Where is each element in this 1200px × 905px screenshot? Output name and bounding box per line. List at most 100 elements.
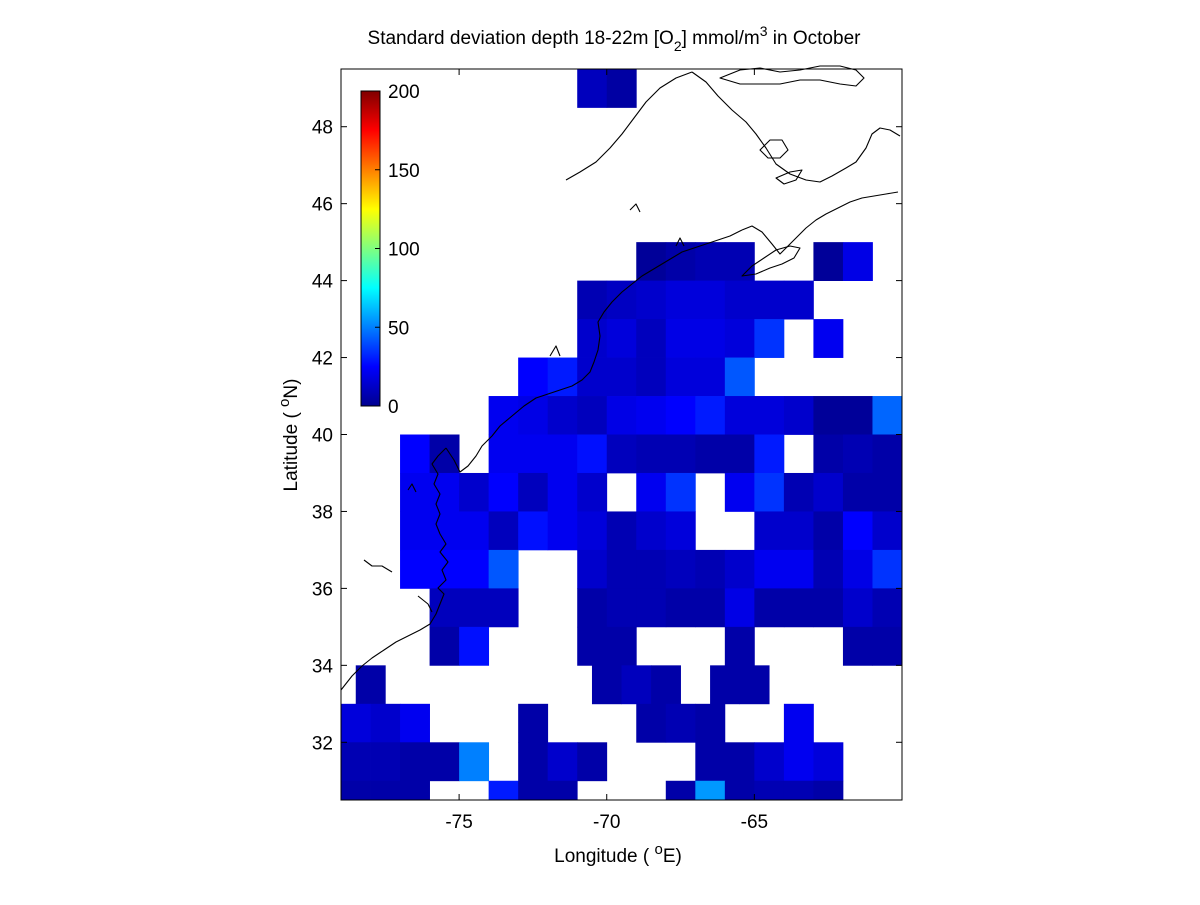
- heatmap-cell: [813, 549, 844, 589]
- heatmap-cell: [695, 742, 726, 782]
- heatmap-cell: [577, 626, 608, 666]
- colorbar-tick-label: 200: [388, 82, 420, 103]
- heatmap-cell: [724, 588, 755, 628]
- heatmap-cell: [518, 434, 549, 474]
- y-tick-label: 34: [312, 656, 334, 677]
- heatmap-cell: [665, 511, 696, 551]
- heatmap-cell: [606, 434, 637, 474]
- heatmap-cell: [518, 357, 549, 397]
- heatmap-cell: [754, 434, 785, 474]
- heatmap-cell: [577, 472, 608, 512]
- heatmap-cell: [842, 396, 873, 435]
- x-label-part: E): [663, 846, 682, 867]
- heatmap-cell: [488, 434, 519, 474]
- heatmap-cell: [577, 742, 608, 782]
- heatmap-cell: [577, 357, 608, 397]
- heatmap-cell: [370, 742, 401, 782]
- heatmap-cell: [429, 472, 460, 512]
- heatmap-cell: [724, 396, 755, 435]
- y-label-superscript: o: [276, 399, 293, 407]
- heatmap-cell: [547, 434, 578, 474]
- chart-title: Standard deviation depth 18-22m [O2] mmo…: [368, 23, 862, 54]
- heatmap-cell: [783, 703, 814, 743]
- y-tick-label: 38: [312, 502, 333, 523]
- title-part: in October: [768, 28, 862, 49]
- heatmap-cell: [724, 357, 755, 397]
- heatmap-cell: [754, 742, 785, 782]
- heatmap-cell: [724, 626, 755, 666]
- x-tick-label: -70: [593, 812, 620, 833]
- colorbar-tick-label: 50: [388, 318, 409, 339]
- heatmap-cell: [518, 780, 549, 801]
- heatmap-cell: [724, 549, 755, 589]
- colorbar-ticks: 0 50 100 150 200: [375, 82, 420, 418]
- heatmap-cell: [695, 319, 726, 358]
- heatmap-cell: [518, 703, 549, 743]
- heatmap-cell: [783, 780, 814, 801]
- heatmap-cell: [400, 472, 430, 512]
- heatmap-cell: [665, 242, 696, 281]
- heatmap-cell: [591, 665, 622, 705]
- heatmap-cell: [872, 396, 903, 435]
- heatmap-cell: [872, 549, 903, 589]
- heatmap-cell: [488, 511, 519, 551]
- heatmap-cell: [724, 472, 755, 512]
- heatmap-cell: [606, 69, 637, 108]
- heatmap-cell: [710, 665, 741, 705]
- title-superscript: 3: [760, 23, 768, 39]
- heatmap-cell: [695, 242, 726, 281]
- heatmap-cell: [813, 742, 844, 782]
- heatmap-cell: [577, 434, 608, 474]
- heatmap-cell: [577, 511, 608, 551]
- heatmap-cell: [429, 549, 460, 589]
- heatmap-cell: [459, 626, 490, 666]
- heatmap-cell: [665, 549, 696, 589]
- heatmap-cell: [842, 626, 873, 666]
- heatmap-cell: [872, 588, 903, 628]
- title-subscript: 2: [674, 38, 682, 54]
- heatmap-cell: [547, 742, 578, 782]
- heatmap-cell: [636, 588, 667, 628]
- y-tick-label: 42: [312, 349, 333, 370]
- heatmap-cell: [842, 511, 873, 551]
- heatmap-cell: [400, 780, 430, 801]
- y-tick-label: 48: [312, 118, 333, 139]
- y-label-part: Latitude (: [281, 407, 302, 492]
- y-label-part: N): [281, 379, 302, 399]
- heatmap-cell: [577, 69, 608, 108]
- heatmap-cell: [518, 511, 549, 551]
- heatmap-cell: [459, 472, 490, 512]
- heatmap-cell: [665, 703, 696, 743]
- y-axis-ticks: 32 34 36 38 40 42 44 46 48: [312, 118, 902, 754]
- heatmap-cell: [636, 357, 667, 397]
- heatmap-cell: [695, 396, 726, 435]
- heatmap-cell: [813, 319, 844, 358]
- heatmap-cell: [754, 472, 785, 512]
- heatmap-cell: [695, 588, 726, 628]
- heatmap-cell: [739, 665, 770, 705]
- heatmap-cell: [341, 780, 371, 801]
- heatmap-cell: [636, 242, 667, 281]
- heatmap-cell: [606, 396, 637, 435]
- heatmap-cell: [636, 280, 667, 320]
- heatmap-cell: [636, 434, 667, 474]
- heatmap-cell: [724, 434, 755, 474]
- heatmap-cell: [400, 742, 430, 782]
- heatmap-cell: [547, 511, 578, 551]
- heatmap-cell: [724, 319, 755, 358]
- heatmap-cell: [636, 703, 667, 743]
- heatmap-cell: [813, 396, 844, 435]
- heatmap-cell: [488, 472, 519, 512]
- heatmap-cell: [429, 626, 460, 666]
- x-label-superscript: o: [655, 841, 663, 858]
- heatmap-cell: [651, 665, 681, 705]
- heatmap-cell: [400, 511, 430, 551]
- heatmap-cell: [872, 472, 903, 512]
- heatmap-cell: [813, 780, 844, 801]
- heatmap-cell: [842, 242, 873, 281]
- y-tick-label: 46: [312, 195, 333, 216]
- heatmap-cell: [429, 742, 460, 782]
- heatmap-cell: [636, 472, 667, 512]
- heatmap-cell: [547, 780, 578, 801]
